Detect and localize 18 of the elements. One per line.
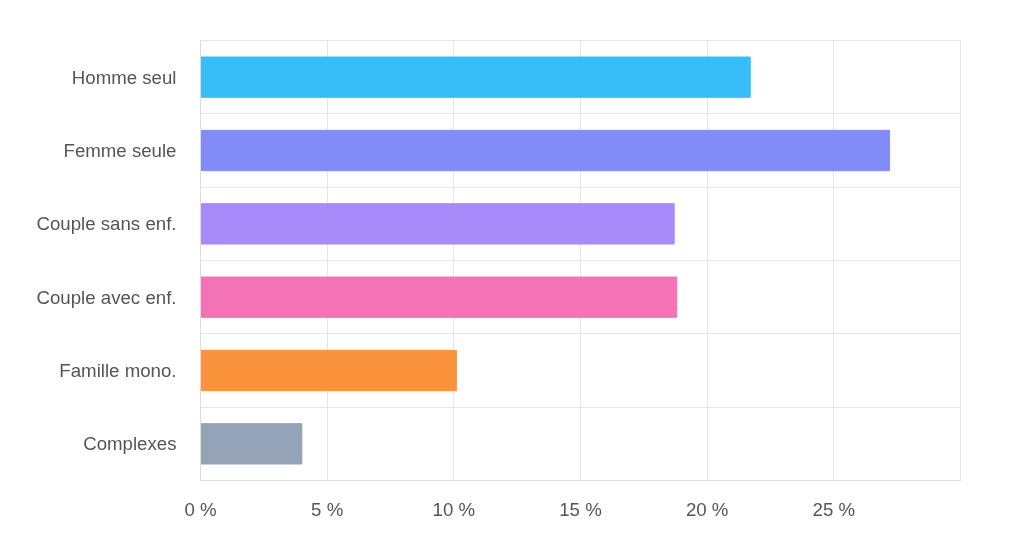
y-tick-label: Famille mono. [59,360,177,381]
bar [200,203,675,245]
x-tick-label: 15 % [559,498,602,520]
x-tick-label: 5 % [311,498,344,520]
x-tick-label: 0 % [184,498,217,520]
bar [200,56,751,98]
y-tick-label: Homme seul [71,66,177,88]
y-tick-label: Couple avec enf. [36,286,177,308]
y-tick-label: Complexes [83,433,177,455]
bar [200,423,303,465]
x-tick-label: 10 % [432,498,476,520]
bar [200,129,891,172]
y-tick-label: Couple sans enf. [36,213,177,235]
bar [200,349,457,392]
bar [200,276,678,318]
x-tick-label: 20 % [685,498,729,520]
y-tick-label: Femme seule [63,140,177,161]
x-tick-label: 25 % [812,498,856,520]
